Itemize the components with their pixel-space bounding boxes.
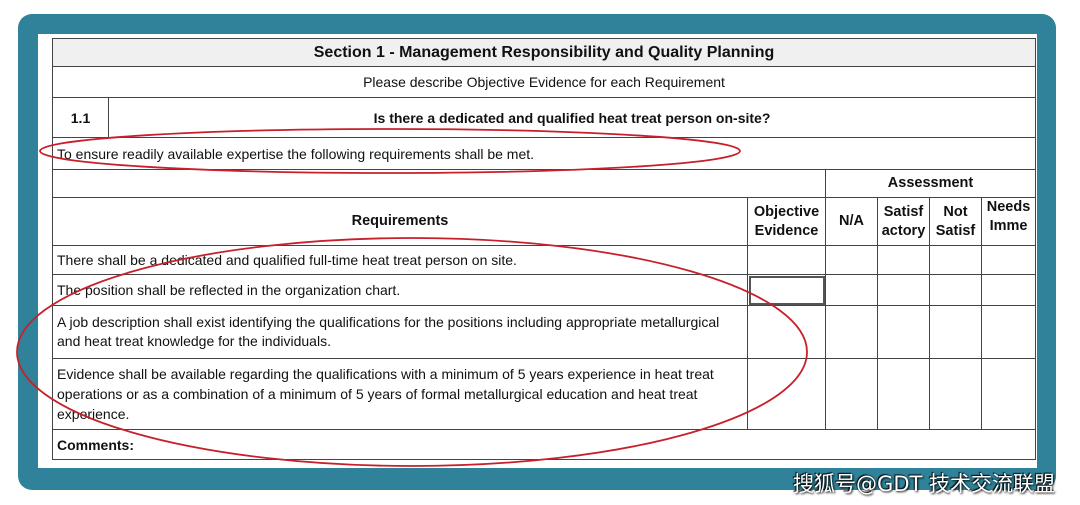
audit-table: Section 1 - Management Responsibility an… [51, 38, 1037, 460]
assessment-header: Assessment [824, 169, 1037, 198]
needs-immediate-cell[interactable] [980, 305, 1037, 359]
evidence-cell[interactable] [747, 245, 826, 275]
table-row: Evidence shall be available regarding th… [52, 358, 1037, 430]
not-satisfactory-header: Not Satisf [929, 197, 982, 246]
needs-immediate-cell[interactable] [980, 274, 1037, 306]
requirement-text: The position shall be reflected in the o… [52, 274, 748, 306]
requirement-text: Evidence shall be available regarding th… [52, 358, 748, 430]
na-cell[interactable] [825, 305, 878, 359]
table-row: There shall be a dedicated and qualified… [52, 245, 1037, 275]
question-text: Is there a dedicated and qualified heat … [373, 109, 771, 126]
intro-text: To ensure readily available expertise th… [51, 137, 1037, 170]
na-header: N/A [825, 197, 878, 246]
not-satisfactory-cell[interactable] [929, 305, 982, 359]
requirement-text: There shall be a dedicated and qualified… [52, 245, 748, 275]
na-cell[interactable] [825, 245, 878, 275]
table-row: A job description shall exist identifyin… [52, 305, 1037, 359]
evidence-cell-selected[interactable] [747, 274, 826, 306]
satisfactory-cell[interactable] [877, 274, 930, 306]
section-title: Section 1 - Management Responsibility an… [51, 38, 1037, 67]
not-satisfactory-cell[interactable] [929, 245, 982, 275]
requirements-header: Requirements [52, 197, 748, 246]
satisfactory-cell[interactable] [877, 358, 930, 430]
needs-immediate-header: Needs Imme [980, 197, 1037, 246]
instruction: Please describe Objective Evidence for e… [51, 66, 1037, 98]
table-row: The position shall be reflected in the o… [52, 274, 1037, 306]
not-satisfactory-cell[interactable] [929, 358, 982, 430]
na-cell[interactable] [825, 358, 878, 430]
comments-label: Comments: [51, 429, 1037, 460]
evidence-cell[interactable] [747, 358, 826, 430]
evidence-cell[interactable] [747, 305, 826, 359]
satisfactory-cell[interactable] [877, 245, 930, 275]
needs-immediate-cell[interactable] [980, 358, 1037, 430]
objective-evidence-header: Objective Evidence [747, 197, 826, 246]
satisfactory-header: Satisf actory [877, 197, 930, 246]
satisfactory-cell[interactable] [877, 305, 930, 359]
watermark: 搜狐号@GDT 技术交流联盟 [793, 472, 1055, 496]
needs-immediate-cell[interactable] [980, 245, 1037, 275]
requirement-text: A job description shall exist identifyin… [52, 305, 748, 359]
question-number: 1.1 [54, 98, 109, 137]
not-satisfactory-cell[interactable] [929, 274, 982, 306]
na-cell[interactable] [825, 274, 878, 306]
